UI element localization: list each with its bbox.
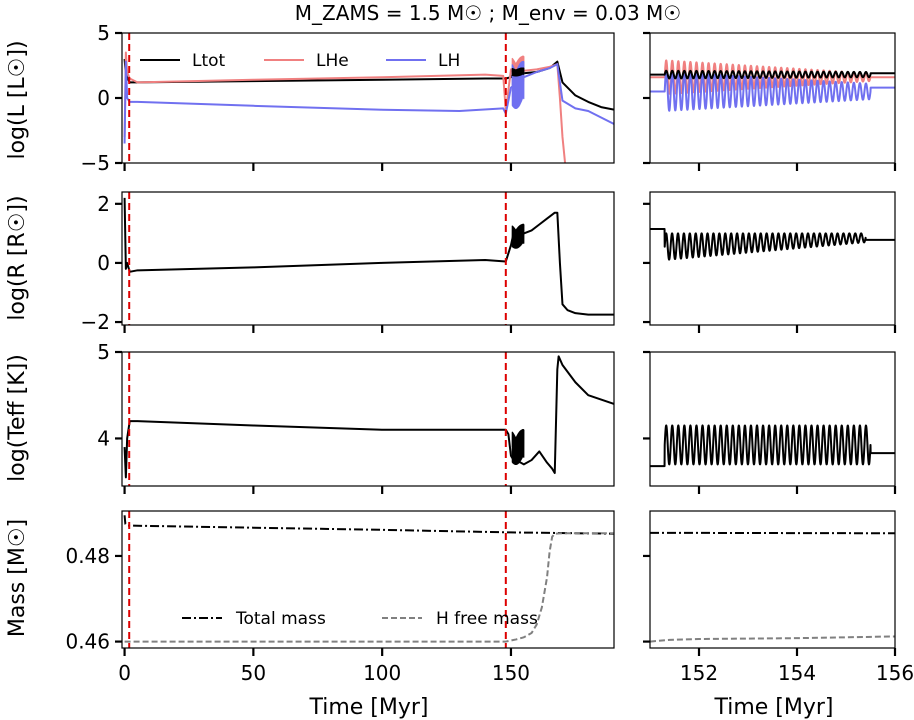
oscillation-band-r [511,223,525,249]
legend-mass: Total mass H free mass [182,609,538,629]
legend-lh-label: LH [438,51,460,71]
panel-mass-zoom [650,531,895,643]
panel-luminosity-zoom [650,59,895,112]
figure-title: M_ZAMS = 1.5 M☉ ; M_env = 0.03 M☉ [295,1,681,25]
zoom-series-lh [650,71,895,112]
ylabel-luminosity: log(L [L☉]) [5,40,30,159]
oscillation-band-teff [511,429,525,465]
axes-frame-right [649,510,896,649]
xtick-label: 0 [118,661,131,685]
axes-frame-left [121,351,615,487]
ytick-label: 0.46 [65,630,110,654]
axes-frame-right [649,351,896,487]
ylabel-radius: log(R [R☉]) [5,195,30,320]
legend-luminosity: Ltot LHe LH [140,51,460,71]
xtick-label-right: 156 [876,661,914,685]
panel-luminosity-full [123,33,614,163]
series-r [123,197,614,316]
xlabel-right: Time [Myr] [713,695,833,720]
oscillation-band-lh [511,61,525,109]
legend-hfree-mass-label: H free mass [436,609,538,629]
panel-radius-full [123,192,614,325]
legend-lhe-label: LHe [316,51,349,71]
xtick-label: 150 [492,661,530,685]
xlabel-left: Time [Myr] [308,695,428,720]
panel-mass-full [123,511,614,648]
ytick-label: 4 [97,426,110,450]
ytick-label: 5 [97,21,110,45]
zoom-series-r [650,227,895,261]
axes-frame-right [649,191,896,326]
ytick-label: −2 [81,310,110,334]
zoom-series-h-free-mass [650,635,895,643]
panel-teff-zoom [650,424,895,468]
series-lh [123,60,614,144]
ytick-label: 0 [97,251,110,275]
series-total-mass [123,515,614,535]
ytick-label: 5 [97,340,110,364]
series-h-free-mass [124,532,614,643]
legend-ltot-label: Ltot [192,51,226,71]
oscillation-band-ltot [511,67,525,77]
zoom-series-teff [650,424,895,468]
ytick-label: −5 [81,151,110,175]
xtick-label: 50 [241,661,266,685]
xtick-label-right: 152 [680,661,718,685]
xtick-label-right: 154 [778,661,816,685]
ytick-label: 0.48 [65,544,110,568]
legend-total-mass-label: Total mass [235,609,326,629]
ytick-label: 2 [97,192,110,216]
axes-frame-left [121,510,615,649]
xtick-label: 100 [363,661,401,685]
zoom-series-ltot [650,69,895,80]
ylabel-mass: Mass [M☉] [5,519,30,637]
axes-frame-left [121,191,615,326]
series-teff [123,355,614,479]
panel-radius-zoom [650,227,895,261]
ylabel-teff: log(Teff [K]) [5,354,30,482]
ytick-label: 0 [97,86,110,110]
panel-teff-full [123,352,614,486]
